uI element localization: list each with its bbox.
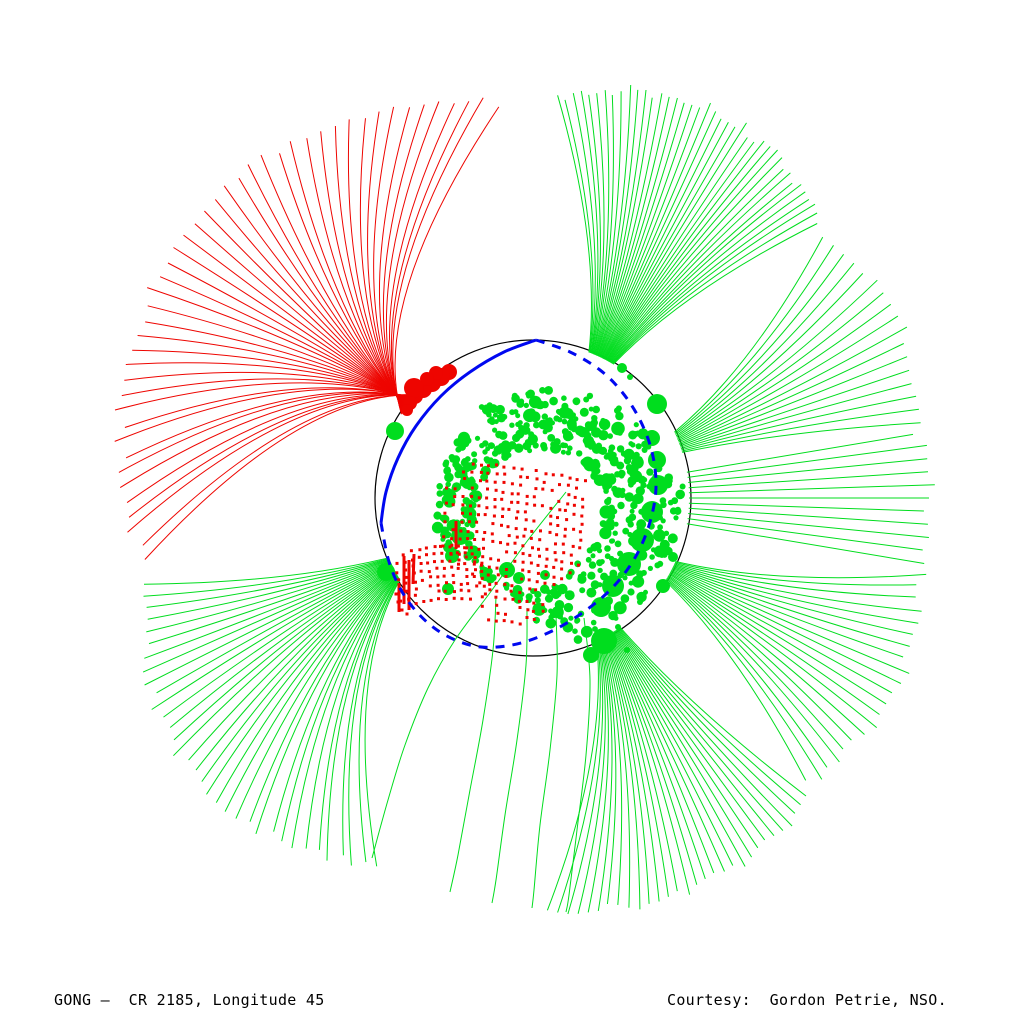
green-fan-southwest [142,557,401,867]
neutral-line-solid [379,338,537,524]
red-limb-blob [401,364,457,416]
red-strokes [394,521,458,616]
neutral-line-dashed [379,338,658,649]
red-patch-left [395,544,487,608]
green-fan-southeast [546,626,807,915]
plot-credit: Courtesy: Gordon Petrie, NSO. [667,991,947,1009]
green-fan-east-upper [674,236,921,453]
sparse-green-lines [371,491,591,913]
green-fan-east-mid [686,433,935,564]
red-fan-northwest [114,97,500,560]
plot-title: GONG — CR 2185, Longitude 45 [54,991,325,1009]
green-fan-north [557,84,818,365]
green-fan-east-lower [664,561,927,781]
red-patch-connector [480,588,545,626]
